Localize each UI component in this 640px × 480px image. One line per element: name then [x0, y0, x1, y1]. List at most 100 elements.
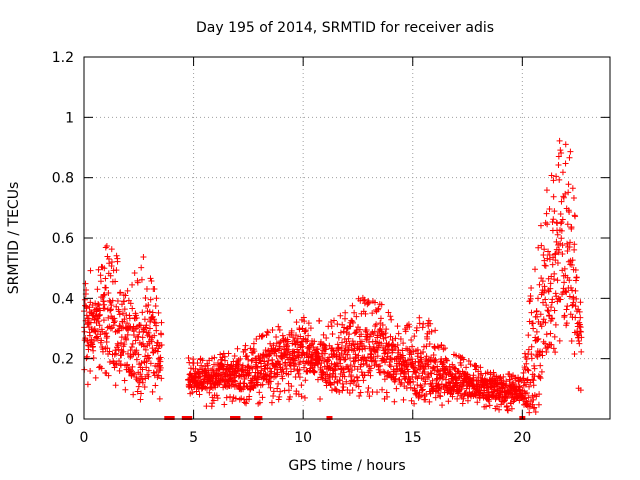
data-point: [94, 286, 101, 293]
data-point: [538, 368, 545, 375]
data-point: [105, 372, 112, 379]
data-point: [90, 347, 97, 354]
data-point: [429, 377, 436, 384]
data-point: [477, 364, 484, 371]
data-point: [96, 322, 103, 329]
data-point: [142, 346, 149, 353]
data-point: [445, 398, 452, 405]
data-point: [420, 348, 427, 355]
data-point: [531, 404, 538, 411]
data-point: [556, 137, 563, 144]
zero-point: [168, 416, 175, 420]
data-point: [524, 390, 531, 397]
data-point: [410, 378, 417, 385]
data-point: [565, 189, 572, 196]
data-point: [353, 382, 360, 389]
data-point: [209, 365, 216, 372]
data-point: [564, 303, 571, 310]
data-point: [334, 321, 341, 328]
data-point: [307, 325, 314, 332]
data-point: [279, 332, 286, 339]
data-point: [543, 302, 550, 309]
data-point: [577, 314, 584, 321]
data-point: [275, 396, 282, 403]
data-point: [139, 309, 146, 316]
data-point: [551, 307, 558, 314]
data-point: [500, 373, 507, 380]
data-point: [82, 302, 89, 309]
data-point: [279, 355, 286, 362]
data-point: [378, 301, 385, 308]
data-point: [558, 198, 565, 205]
data-point: [94, 335, 101, 342]
data-point: [549, 219, 556, 226]
data-point: [546, 256, 553, 263]
data-point: [564, 247, 571, 254]
data-point: [540, 299, 547, 306]
data-point: [540, 289, 547, 296]
data-point: [276, 361, 283, 368]
data-point: [355, 383, 362, 390]
data-point: [391, 398, 398, 405]
data-point: [546, 312, 553, 319]
data-point: [97, 272, 104, 279]
data-point: [237, 355, 244, 362]
data-point: [275, 323, 282, 330]
data-point: [367, 365, 374, 372]
data-point: [276, 393, 283, 400]
data-point: [147, 296, 154, 303]
data-point: [432, 356, 439, 363]
data-point: [350, 319, 357, 326]
data-point: [576, 308, 583, 315]
data-point: [148, 277, 155, 284]
data-point: [542, 340, 549, 347]
data-point: [108, 246, 115, 253]
data-point: [437, 393, 444, 400]
data-point: [321, 357, 328, 364]
data-point: [377, 315, 384, 322]
data-point: [536, 281, 543, 288]
data-point: [558, 219, 565, 226]
data-point: [371, 299, 378, 306]
zero-point: [234, 416, 241, 420]
data-point: [211, 354, 218, 361]
data-point: [129, 305, 136, 312]
data-point: [108, 259, 115, 266]
data-point: [122, 386, 129, 393]
data-point: [384, 350, 391, 357]
data-point: [562, 190, 569, 197]
data-point: [347, 362, 354, 369]
data-point: [302, 377, 309, 384]
data-point: [152, 303, 159, 310]
y-tick-label: 1.2: [52, 50, 74, 66]
data-point: [210, 397, 217, 404]
data-point: [449, 361, 456, 368]
chart-title: Day 195 of 2014, SRMTID for receiver adi…: [196, 20, 494, 36]
data-point: [552, 257, 559, 264]
data-point: [86, 332, 93, 339]
data-point: [407, 384, 414, 391]
data-point: [287, 393, 294, 400]
data-point: [146, 333, 153, 340]
data-point: [578, 334, 585, 341]
data-point: [214, 395, 221, 402]
data-point: [460, 356, 467, 363]
data-point: [83, 312, 90, 319]
data-point: [538, 242, 545, 249]
data-point: [198, 362, 205, 369]
data-point: [571, 246, 578, 253]
data-point: [95, 318, 102, 325]
data-point: [490, 369, 497, 376]
data-point: [192, 365, 199, 372]
data-point: [392, 375, 399, 382]
data-point: [348, 377, 355, 384]
data-point: [387, 363, 394, 370]
data-point: [385, 309, 392, 316]
data-point: [550, 177, 557, 184]
data-point: [363, 327, 370, 334]
data-point: [95, 300, 102, 307]
data-point: [375, 305, 382, 312]
data-point: [550, 345, 557, 352]
data-point: [90, 354, 97, 361]
data-point: [576, 321, 583, 328]
